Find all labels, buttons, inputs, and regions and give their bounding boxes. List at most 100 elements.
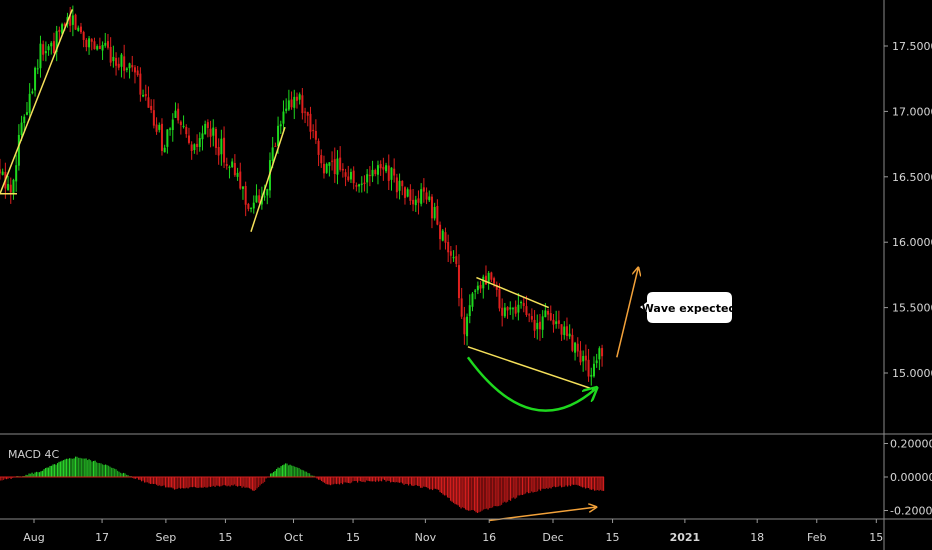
macd-bar [29,473,32,477]
candle [541,310,544,339]
macd-bar [284,463,287,477]
candle [582,350,585,372]
candle [339,146,342,172]
macd-bar [308,473,311,477]
macd-bar [511,477,513,499]
macd-bar [205,477,207,488]
macd-bar [532,477,534,493]
indicator-title[interactable]: MACD 4C [8,448,59,461]
macd-bar [470,477,473,511]
macd-bar [589,477,591,490]
candle [220,129,223,166]
macd-bar [281,465,284,477]
candle [61,22,64,35]
candle [576,337,579,357]
candle [196,134,199,155]
macd-bar [304,471,306,477]
macd-bar [571,477,573,485]
trend-line[interactable] [0,9,73,195]
candle [298,92,301,105]
price-axis[interactable]: 17.50000 17.00000 16.50000 16.00000 15.50000… [884,40,932,380]
macd-bar [577,477,579,486]
macd-bar [473,477,476,511]
trend-line[interactable] [476,276,550,309]
candle [374,168,377,177]
arrow-line[interactable] [489,507,595,522]
candle [182,115,185,129]
macd-bar [421,477,423,488]
macd-bar [394,477,396,483]
macd-bar [256,477,258,489]
macd-bar [514,477,516,499]
macd-bar [455,477,458,505]
candle [395,173,398,199]
candle [79,22,82,34]
drawings-layer[interactable] [0,9,638,522]
macd-bar [479,477,482,512]
candle [31,88,34,95]
candle [595,353,598,368]
candle [179,120,182,135]
macd-bar [505,477,507,503]
macd-tick-label: 0.00000 [890,471,932,484]
candle [409,184,412,205]
candle [466,313,469,346]
macd-bar [149,477,152,484]
macd-bar [70,458,72,477]
trend-line[interactable] [250,126,286,232]
macd-bar [491,477,494,508]
macd-bar [383,477,386,481]
candle [320,149,323,168]
macd-bar [548,477,551,488]
macd-axis[interactable]: 0.20000 0.00000 -0.20000 [884,438,932,518]
macd-bar [62,460,65,477]
macd-bar [520,477,522,495]
candle [142,89,145,98]
macd-bar [287,465,290,477]
macd-bar [409,477,411,484]
macd-bar [172,477,174,489]
candle [42,40,45,61]
macd-bar [454,477,456,505]
macd-bar [295,467,297,477]
macd-bar [581,477,584,488]
macd-bar [407,477,410,486]
macd-bar [526,477,528,493]
wave-expected-callout[interactable]: Wave expected [640,292,736,323]
date-axis[interactable]: Aug 17 Sep 15 Oct 15 Nov 16 Dec 15 2021 18 Feb 15 [23,519,883,544]
trend-line[interactable] [467,346,596,391]
candle [171,113,174,142]
macd-bar [271,473,273,477]
candle [403,186,406,205]
candle [212,119,215,147]
candle [128,62,131,79]
macd-bar [164,477,167,488]
candle [112,45,115,68]
candle [0,158,1,180]
candle [530,308,533,323]
macd-bar [575,477,578,485]
candle [34,66,37,97]
macd-bar [292,465,294,477]
candle [555,310,558,329]
macd-bar [82,458,84,477]
macd-bar [467,477,470,511]
macd-bar [44,468,47,477]
macd-bar [68,458,71,477]
candle [474,289,477,300]
macd-bar [416,477,419,486]
macd-bar [562,477,564,487]
macd-bar [353,477,356,481]
macd-bar [310,475,312,477]
date-tick-label: 15 [218,531,232,544]
macd-bar [595,477,597,491]
candle [314,119,317,144]
macd-bar [587,477,590,489]
cup-arc[interactable] [466,356,596,412]
macd-bar [251,477,254,491]
price-candles[interactable] [0,5,604,386]
macd-bar [167,477,170,488]
candle [152,99,155,129]
arrow-line[interactable] [616,268,638,358]
